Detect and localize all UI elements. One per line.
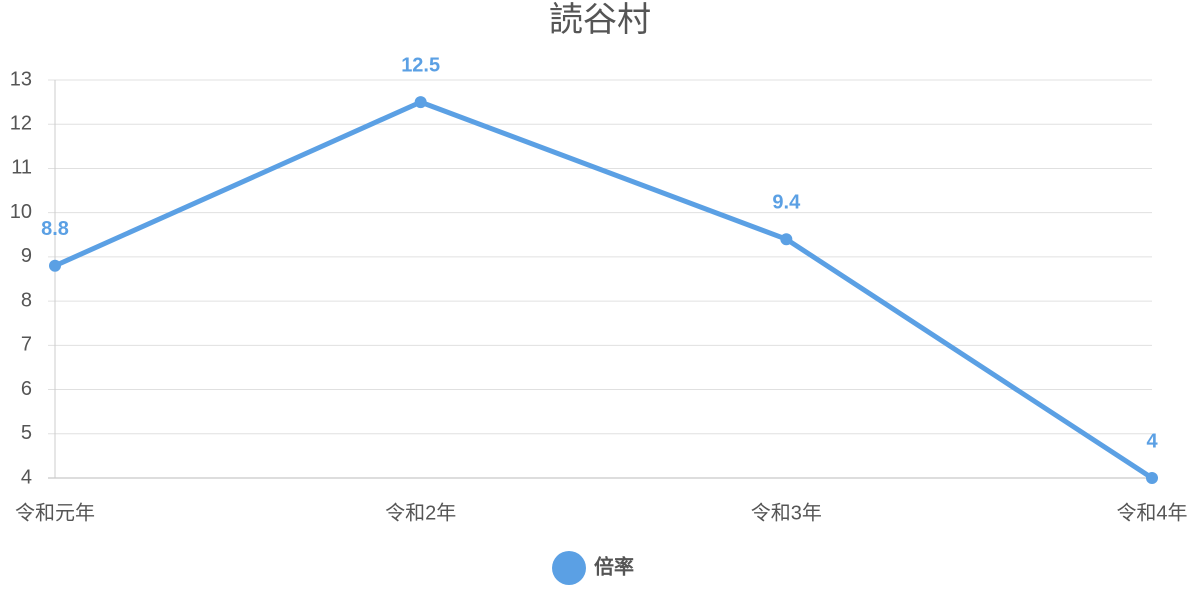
legend-label: 倍率 <box>594 554 634 578</box>
y-tick-label: 8 <box>21 289 32 311</box>
point <box>1146 472 1158 484</box>
chart-title: 読谷村 <box>549 1 651 39</box>
y-tick-label: 4 <box>21 466 32 488</box>
x-tick-label: 令和3年 <box>751 501 822 524</box>
legend-marker <box>552 551 586 585</box>
x-tick-label: 令和4年 <box>1116 501 1187 524</box>
data-label: 9.4 <box>772 191 801 213</box>
y-tick-label: 5 <box>21 422 32 444</box>
point <box>49 259 61 272</box>
y-tick-label: 7 <box>21 334 32 356</box>
point <box>414 96 427 109</box>
y-tick-label: 13 <box>10 68 32 90</box>
data-label: 4 <box>1146 430 1158 452</box>
point <box>780 233 793 246</box>
y-tick-label: 12 <box>10 113 32 135</box>
data-label: 12.5 <box>401 54 440 76</box>
y-tick-label: 10 <box>10 201 32 223</box>
line <box>53 99 1154 481</box>
y-tick-label: 11 <box>11 157 32 179</box>
x-tick-label: 令和元年 <box>15 501 95 524</box>
x-tick-label: 令和2年 <box>385 501 456 524</box>
y-tick-label: 6 <box>21 378 32 400</box>
y-tick-label: 9 <box>21 245 32 267</box>
data-label: 8.8 <box>41 218 69 240</box>
